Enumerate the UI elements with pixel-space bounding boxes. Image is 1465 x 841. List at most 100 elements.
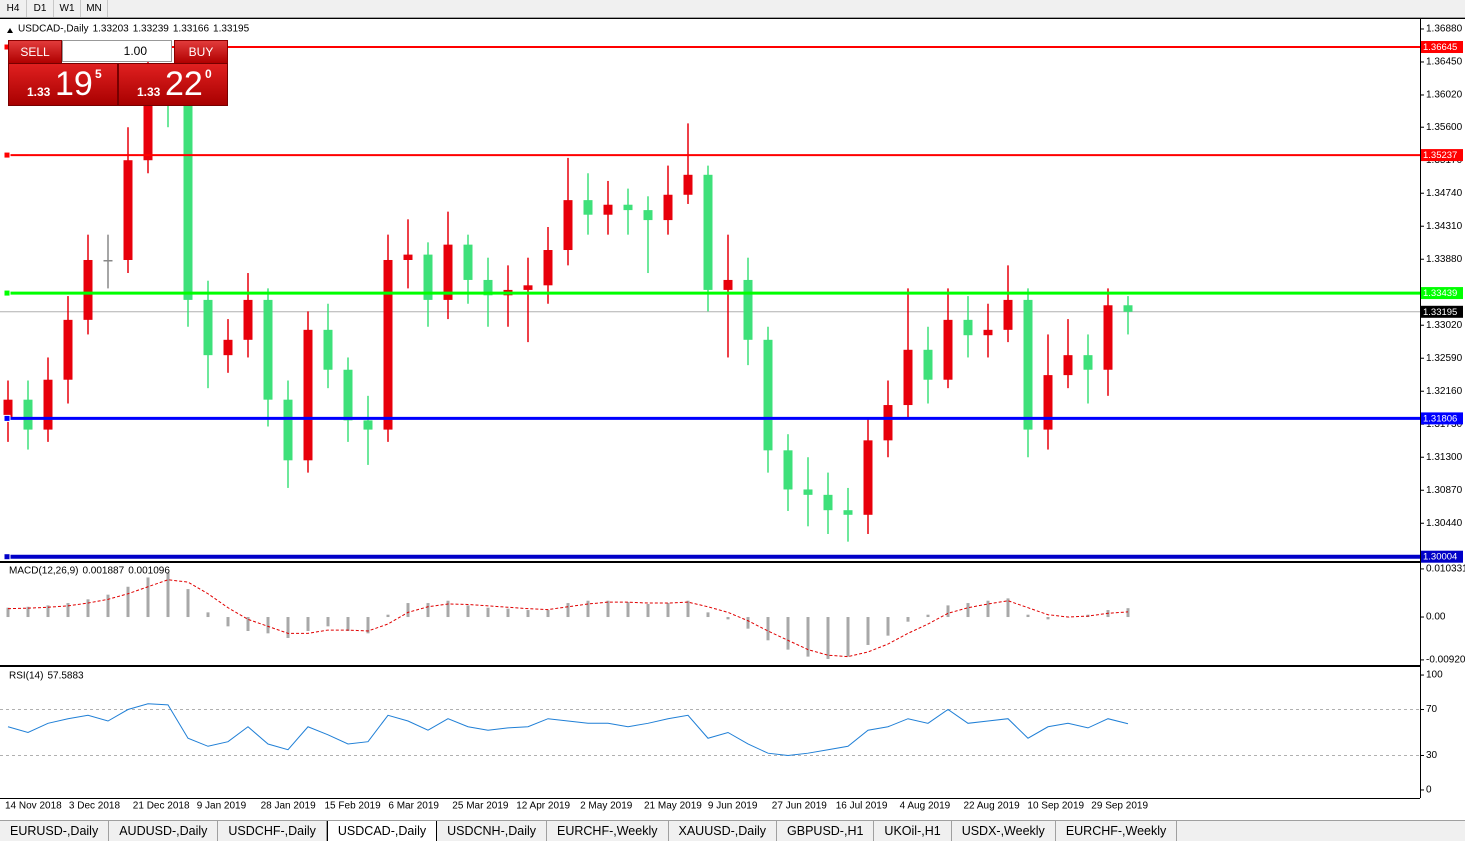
macd-bar bbox=[926, 614, 930, 618]
candle-body bbox=[683, 174, 693, 195]
macd-bar bbox=[106, 594, 110, 618]
candle-body bbox=[343, 369, 353, 421]
macd-bar bbox=[966, 603, 970, 618]
candle-body bbox=[263, 299, 273, 400]
chart-tab[interactable]: USDCHF-,Daily bbox=[218, 821, 327, 841]
macd-bar bbox=[246, 617, 250, 631]
y-tick-label: 30 bbox=[1426, 750, 1438, 761]
timeframe-button[interactable]: H4 bbox=[0, 0, 27, 17]
candle-body bbox=[443, 244, 453, 300]
x-tick-label: 15 Feb 2019 bbox=[325, 801, 382, 812]
timeframe-button[interactable]: MN bbox=[81, 0, 108, 17]
macd-bar bbox=[226, 617, 230, 627]
macd-bar bbox=[186, 589, 190, 618]
macd-bar bbox=[466, 605, 470, 618]
chart-tab[interactable]: EURUSD-,Daily bbox=[0, 821, 110, 841]
buy-button[interactable]: BUY bbox=[174, 40, 228, 64]
macd-bar bbox=[726, 617, 730, 620]
chart-tab[interactable]: XAUUSD-,Daily bbox=[669, 821, 778, 841]
macd-bar bbox=[986, 600, 990, 618]
candle-body bbox=[563, 200, 573, 251]
level-label-box bbox=[1421, 41, 1463, 54]
candle-body bbox=[1003, 299, 1013, 330]
macd-bar bbox=[786, 617, 790, 650]
macd-bar bbox=[266, 617, 270, 634]
chart-tab[interactable]: EURCHF-,Weekly bbox=[547, 821, 669, 841]
candle-body bbox=[3, 399, 13, 419]
chart-tab[interactable]: USDX-,Weekly bbox=[952, 821, 1056, 841]
chart-tab[interactable]: GBPUSD-,H1 bbox=[777, 821, 875, 841]
chart-tab[interactable]: USDCAD-,Daily bbox=[326, 821, 438, 841]
level-handle bbox=[3, 553, 11, 561]
x-tick-label: 27 Jun 2019 bbox=[772, 801, 827, 812]
macd-bar bbox=[1126, 608, 1130, 618]
level-handle bbox=[3, 414, 11, 422]
candle-body bbox=[763, 339, 773, 451]
candle-body bbox=[643, 210, 653, 221]
macd-bar bbox=[946, 605, 950, 618]
chart-tab[interactable]: UKOil-,H1 bbox=[874, 821, 952, 841]
y-tick-label: 1.34740 bbox=[1426, 188, 1463, 199]
header-text: 1.33203 bbox=[93, 24, 130, 35]
macd-bar bbox=[506, 608, 510, 618]
macd-bar bbox=[866, 617, 870, 645]
ask-price[interactable]: 1.33 22 0 bbox=[118, 63, 228, 106]
macd-bar bbox=[146, 577, 150, 618]
rsi-line bbox=[7, 703, 1129, 756]
candle-body bbox=[723, 279, 733, 290]
candle-body bbox=[303, 329, 313, 461]
x-tick-label: 10 Sep 2019 bbox=[1027, 801, 1084, 812]
candle-body bbox=[183, 104, 193, 300]
macd-bar bbox=[766, 617, 770, 641]
macd-bar bbox=[66, 603, 70, 618]
x-tick-label: 4 Aug 2019 bbox=[900, 801, 951, 812]
candle-body bbox=[583, 200, 593, 215]
lot-input[interactable]: 1.00 bbox=[62, 40, 172, 62]
header-text: USDCAD-,Daily bbox=[18, 24, 89, 35]
candle-body bbox=[383, 259, 393, 430]
macd-bar bbox=[326, 617, 330, 627]
timeframe-button[interactable]: W1 bbox=[54, 0, 81, 17]
header-text: MACD(12,26,9) bbox=[9, 566, 78, 577]
last-price-label: 1.33195 bbox=[1423, 307, 1457, 318]
candle-body bbox=[903, 349, 913, 406]
candle-body bbox=[1023, 299, 1033, 430]
level-label-box bbox=[1421, 550, 1463, 563]
candle-body bbox=[1043, 375, 1053, 430]
candle-body bbox=[423, 254, 433, 300]
timeframe-button[interactable]: D1 bbox=[27, 0, 54, 17]
macd-signal bbox=[7, 579, 1129, 658]
candle-body bbox=[283, 399, 293, 461]
candle-body bbox=[923, 349, 933, 380]
header-text: 57.5883 bbox=[47, 671, 84, 682]
header-text: 1.33195 bbox=[213, 24, 250, 35]
candle-body bbox=[1123, 305, 1133, 312]
macd-bar bbox=[306, 617, 310, 631]
level-handle bbox=[3, 289, 11, 297]
y-tick-label: 1.33880 bbox=[1426, 254, 1463, 265]
macd-bar bbox=[706, 612, 710, 618]
sell-button[interactable]: SELL bbox=[8, 40, 62, 64]
macd-bar bbox=[46, 605, 50, 618]
candle-body bbox=[883, 405, 893, 441]
macd-bar bbox=[286, 617, 290, 638]
bid-price[interactable]: 1.33 19 5 bbox=[8, 63, 118, 106]
candle-body bbox=[863, 440, 873, 515]
candle-body bbox=[243, 299, 253, 340]
macd-bar bbox=[906, 617, 910, 622]
candle-body bbox=[603, 204, 613, 215]
collapse-arrow bbox=[7, 28, 13, 33]
y-tick-label: 0.010331 bbox=[1426, 564, 1465, 575]
bid-big: 19 bbox=[55, 65, 93, 103]
candle-body bbox=[703, 174, 713, 290]
macd-bar bbox=[566, 603, 570, 618]
candle-body bbox=[323, 329, 333, 370]
chart-tab[interactable]: AUDUSD-,Daily bbox=[109, 821, 219, 841]
chart-tab[interactable]: EURCHF-,Weekly bbox=[1056, 821, 1178, 841]
ask-small: 0 bbox=[205, 67, 212, 81]
chart-tab[interactable]: USDCNH-,Daily bbox=[437, 821, 548, 841]
candle-body bbox=[363, 420, 373, 430]
candle-body bbox=[663, 194, 673, 221]
level-label-box bbox=[1421, 412, 1463, 425]
